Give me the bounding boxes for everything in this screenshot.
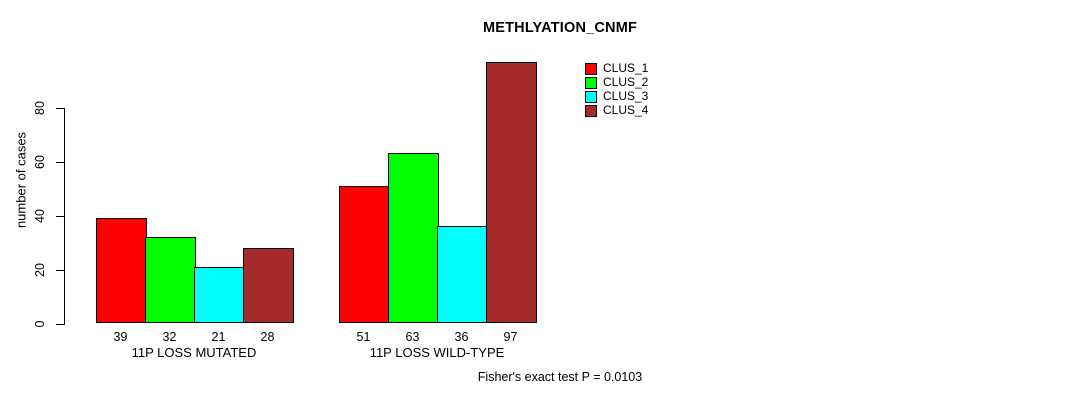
legend-swatch-icon xyxy=(585,104,597,117)
legend-item-clus_1: CLUS_1 xyxy=(585,62,648,75)
y-axis-tick-label: 0 xyxy=(33,320,47,328)
bar-clus_3-2 xyxy=(437,226,488,324)
annotation-text: Fisher's exact test P = 0.0103 xyxy=(477,370,643,384)
category-label: 11P LOSS WILD-TYPE xyxy=(369,344,505,360)
legend-item-clus_3: CLUS_3 xyxy=(585,90,648,103)
y-axis-tick xyxy=(55,161,64,163)
bar-value-label: 32 xyxy=(162,329,177,344)
bar-value-label: 21 xyxy=(211,329,226,344)
bar-clus_1-1 xyxy=(96,218,147,324)
bar-clus_4-1 xyxy=(243,247,294,324)
y-axis-tick xyxy=(55,215,64,217)
y-axis-tick xyxy=(55,269,64,271)
legend-label: CLUS_2 xyxy=(603,75,649,89)
chart-title: METHLYATION_CNMF xyxy=(482,20,638,36)
bar-clus_1-2 xyxy=(339,185,390,324)
legend-item-clus_2: CLUS_2 xyxy=(585,76,648,89)
bar-value-label: 28 xyxy=(260,329,275,344)
category-label: 11P LOSS MUTATED xyxy=(131,344,257,360)
bar-value-label: 39 xyxy=(113,329,128,344)
y-axis-line xyxy=(63,107,65,325)
y-axis-tick-label: 20 xyxy=(33,263,47,277)
y-axis-tick-label: 60 xyxy=(33,155,47,169)
bar-value-label: 51 xyxy=(356,329,371,344)
y-axis-label: number of cases xyxy=(13,131,29,229)
bar-clus_2-1 xyxy=(145,237,196,324)
bar-value-label: 36 xyxy=(454,329,469,344)
legend-swatch-icon xyxy=(585,62,597,75)
bar-clus_2-2 xyxy=(388,153,439,324)
legend-swatch-icon xyxy=(585,90,597,103)
legend-label: CLUS_4 xyxy=(603,103,649,117)
legend: CLUS_1 CLUS_2 CLUS_3 CLUS_4 xyxy=(585,62,648,118)
y-axis-tick xyxy=(55,323,64,325)
bar-clus_3-1 xyxy=(194,266,245,324)
bar-clus_4-2 xyxy=(486,61,537,324)
y-axis-tick-label: 80 xyxy=(33,101,47,115)
bar-value-label: 63 xyxy=(405,329,420,344)
legend-item-clus_4: CLUS_4 xyxy=(585,104,648,117)
y-axis-tick-label: 40 xyxy=(33,209,47,223)
legend-label: CLUS_3 xyxy=(603,89,649,103)
y-axis-tick xyxy=(55,107,64,109)
bar-value-label: 97 xyxy=(503,329,518,344)
legend-swatch-icon xyxy=(585,76,597,89)
legend-label: CLUS_1 xyxy=(603,61,649,75)
